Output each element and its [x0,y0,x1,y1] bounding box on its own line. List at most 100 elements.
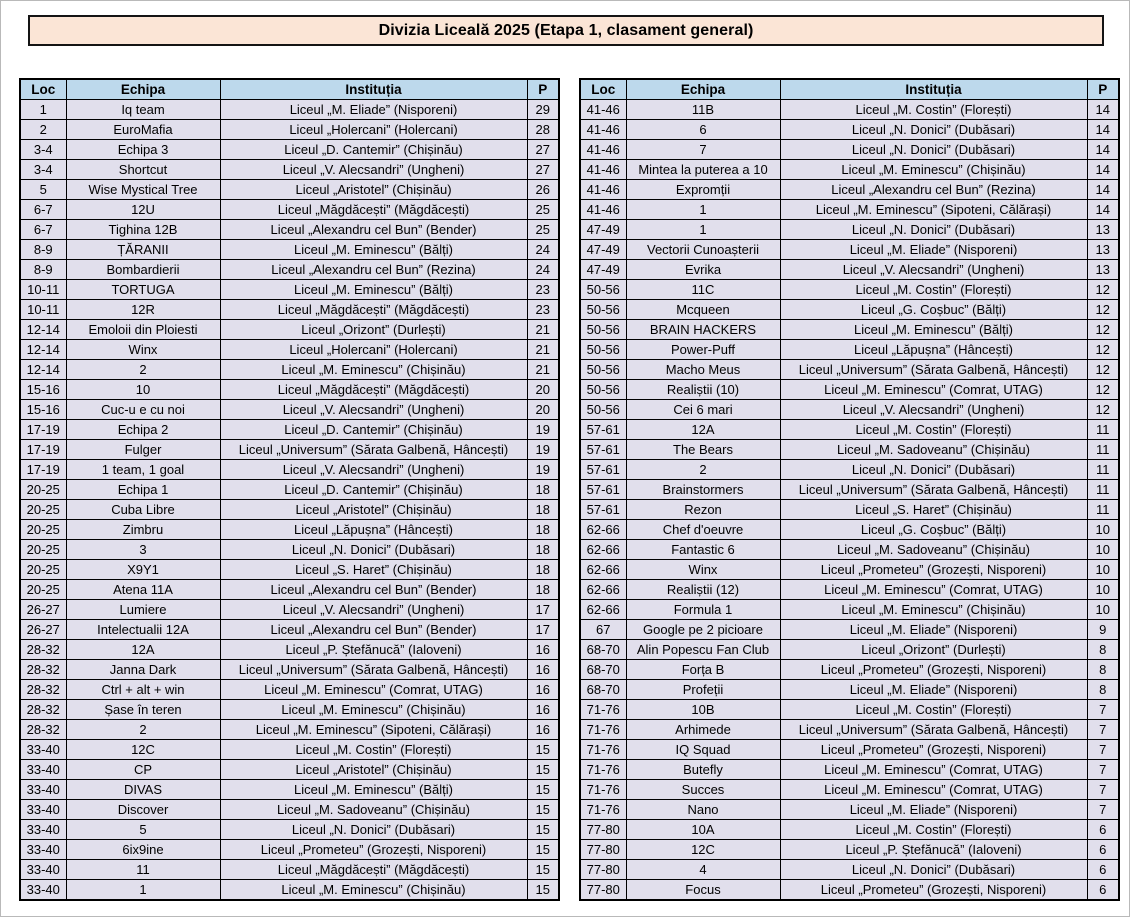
table-row: 33-40 1 Liceul „M. Eminescu” (Chișinău) 15 [19,878,560,900]
cell-points: 10 [1086,598,1120,620]
cell-loc: 10-11 [19,298,67,320]
cell-loc: 62-66 [579,518,627,540]
cell-loc: 41-46 [579,98,627,120]
cell-points: 13 [1086,218,1120,240]
table-row: 6-7 Tighina 12B Liceul „Alexandru cel Bun”… [19,218,560,240]
cell-loc: 47-49 [579,258,627,280]
cell-points: 15 [526,738,560,760]
cell-team: 1 [625,218,781,240]
cell-institution: Liceul „Universum” (Sărata Galbenă, Hânc… [779,478,1088,500]
table-row: 3-4 Shortcut Liceul „V. Alecsandri” (Unghe… [19,158,560,180]
cell-loc: 50-56 [579,358,627,380]
cell-points: 14 [1086,118,1120,140]
cell-team: 12C [65,738,221,760]
cell-loc: 57-61 [579,458,627,480]
column-header-echipa: Echipa [65,78,221,100]
cell-loc: 57-61 [579,498,627,520]
cell-points: 17 [526,618,560,640]
cell-loc: 20-25 [19,538,67,560]
table-row: 57-61 Rezon Liceul „S. Haret” (Chișinău) 11 [579,498,1120,520]
cell-team: 12A [625,418,781,440]
cell-team: Iq team [65,98,221,120]
cell-team: Alin Popescu Fan Club [625,638,781,660]
cell-institution: Liceul „Lăpușna” (Hâncești) [219,518,528,540]
cell-team: Șase în teren [65,698,221,720]
cell-loc: 57-61 [579,478,627,500]
table-row: 71-76 IQ Squad Liceul „Prometeu” (Grozești… [579,738,1120,760]
cell-institution: Liceul „Măgdăcești” (Măgdăcești) [219,378,528,400]
cell-points: 18 [526,478,560,500]
table-row: 62-66 Chef d'oeuvre Liceul „G. Coșbuc” (Bă… [579,518,1120,540]
cell-points: 16 [526,698,560,720]
cell-team: Arhimede [625,718,781,740]
cell-institution: Liceul „Alexandru cel Bun” (Bender) [219,578,528,600]
cell-institution: Liceul „Prometeu” (Grozești, Nisporeni) [779,558,1088,580]
cell-loc: 71-76 [579,698,627,720]
cell-loc: 17-19 [19,438,67,460]
cell-points: 10 [1086,558,1120,580]
cell-team: BRAIN HACKERS [625,318,781,340]
ranking-table-left-body: 1 Iq team Liceul „M. Eliade” (Nisporeni) 29… [19,98,560,900]
cell-institution: Liceul „Măgdăcești” (Măgdăcești) [219,858,528,880]
table-row: 71-76 10B Liceul „M. Costin” (Florești) 7 [579,698,1120,720]
cell-institution: Liceul „N. Donici” (Dubăsari) [779,458,1088,480]
cell-institution: Liceul „M. Eliade” (Nisporeni) [779,798,1088,820]
cell-team: Discover [65,798,221,820]
cell-loc: 50-56 [579,398,627,420]
cell-team: Atena 11A [65,578,221,600]
table-row: 1 Iq team Liceul „M. Eliade” (Nisporeni) 29 [19,98,560,120]
cell-points: 6 [1086,858,1120,880]
table-row: 20-25 3 Liceul „N. Donici” (Dubăsari) 18 [19,538,560,560]
cell-institution: Liceul „Holercani” (Holercani) [219,338,528,360]
table-row: 20-25 Zimbru Liceul „Lăpușna” (Hâncești) 18 [19,518,560,540]
cell-points: 28 [526,118,560,140]
cell-points: 8 [1086,678,1120,700]
cell-points: 12 [1086,358,1120,380]
cell-institution: Liceul „Alexandru cel Bun” (Bender) [219,618,528,640]
table-row: 47-49 1 Liceul „N. Donici” (Dubăsari) 13 [579,218,1120,240]
cell-points: 27 [526,158,560,180]
table-row: 12-14 Winx Liceul „Holercani” (Holercani) 2… [19,338,560,360]
cell-institution: Liceul „N. Donici” (Dubăsari) [219,538,528,560]
cell-team: Formula 1 [625,598,781,620]
cell-institution: Liceul „S. Haret” (Chișinău) [779,498,1088,520]
table-row: 17-19 1 team, 1 goal Liceul „V. Alecsandri… [19,458,560,480]
cell-loc: 20-25 [19,498,67,520]
cell-institution: Liceul „M. Costin” (Florești) [779,278,1088,300]
cell-loc: 71-76 [579,778,627,800]
cell-points: 8 [1086,638,1120,660]
table-row: 67 Google pe 2 picioare Liceul „M. Eliade”… [579,618,1120,640]
cell-team: 2 [65,718,221,740]
cell-team: 2 [65,358,221,380]
table-row: 33-40 Discover Liceul „M. Sadoveanu” (Chiș… [19,798,560,820]
cell-points: 25 [526,218,560,240]
cell-institution: Liceul „N. Donici” (Dubăsari) [779,138,1088,160]
cell-team: 10A [625,818,781,840]
cell-loc: 20-25 [19,518,67,540]
table-row: 33-40 6ix9ine Liceul „Prometeu” (Grozești,… [19,838,560,860]
cell-loc: 50-56 [579,338,627,360]
table-row: 57-61 12A Liceul „M. Costin” (Florești) 11 [579,418,1120,440]
cell-team: Realiștii (12) [625,578,781,600]
cell-team: Realiștii (10) [625,378,781,400]
cell-points: 6 [1086,818,1120,840]
cell-team: Bombardierii [65,258,221,280]
cell-institution: Liceul „Orizont” (Durlești) [779,638,1088,660]
cell-points: 7 [1086,798,1120,820]
cell-team: Shortcut [65,158,221,180]
cell-loc: 57-61 [579,438,627,460]
table-row: 71-76 Succes Liceul „M. Eminescu” (Comrat,… [579,778,1120,800]
cell-loc: 68-70 [579,678,627,700]
table-row: 50-56 BRAIN HACKERS Liceul „M. Eminescu” (… [579,318,1120,340]
cell-institution: Liceul „M. Eminescu” (Bălți) [779,318,1088,340]
cell-points: 12 [1086,338,1120,360]
cell-team: Ctrl + alt + win [65,678,221,700]
cell-institution: Liceul „D. Cantemir” (Chișinău) [219,478,528,500]
cell-institution: Liceul „M. Eliade” (Nisporeni) [779,678,1088,700]
table-row: 33-40 5 Liceul „N. Donici” (Dubăsari) 15 [19,818,560,840]
cell-team: 3 [65,538,221,560]
cell-points: 12 [1086,318,1120,340]
cell-points: 12 [1086,278,1120,300]
table-row: 8-9 Bombardierii Liceul „Alexandru cel Bun… [19,258,560,280]
cell-team: Cuba Libre [65,498,221,520]
